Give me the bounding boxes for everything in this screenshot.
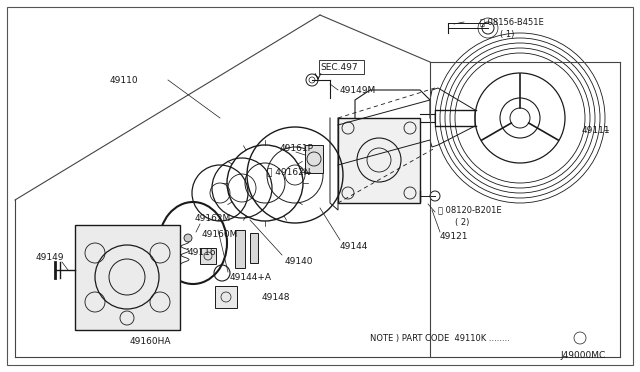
Bar xyxy=(338,118,420,203)
Text: 49121: 49121 xyxy=(440,231,468,241)
Bar xyxy=(319,60,364,74)
Text: 49160M: 49160M xyxy=(202,230,238,238)
Text: 49160HA: 49160HA xyxy=(130,337,172,346)
Text: 49149: 49149 xyxy=(36,253,65,263)
Circle shape xyxy=(184,234,192,242)
Text: 49140: 49140 xyxy=(285,257,314,266)
Text: 49149M: 49149M xyxy=(340,86,376,94)
Text: 49111: 49111 xyxy=(581,125,610,135)
Bar xyxy=(215,286,237,308)
Bar xyxy=(235,230,245,268)
Text: 49162M: 49162M xyxy=(195,214,231,222)
Text: SEC.497: SEC.497 xyxy=(320,62,358,71)
Text: ( 1): ( 1) xyxy=(500,29,515,38)
Text: Ⓑ 08120-B201E: Ⓑ 08120-B201E xyxy=(438,205,502,215)
Text: 49110: 49110 xyxy=(110,76,139,84)
Text: 49161P: 49161P xyxy=(280,144,314,153)
Text: 49144+A: 49144+A xyxy=(230,273,272,282)
Text: ( 2): ( 2) xyxy=(455,218,469,227)
Bar xyxy=(305,145,323,173)
Text: Ⓒ 49162N: Ⓒ 49162N xyxy=(267,167,310,176)
Text: 49116: 49116 xyxy=(188,247,216,257)
Text: 49148: 49148 xyxy=(262,294,291,302)
Bar xyxy=(250,233,258,263)
Text: Ⓑ 08156-B451E: Ⓑ 08156-B451E xyxy=(480,17,544,26)
Bar xyxy=(75,225,180,330)
Text: 49144: 49144 xyxy=(340,241,369,250)
Text: J49000MC: J49000MC xyxy=(560,350,605,359)
Bar xyxy=(200,248,216,264)
Text: NOTE ) PART CODE  49110K ........: NOTE ) PART CODE 49110K ........ xyxy=(370,334,510,343)
